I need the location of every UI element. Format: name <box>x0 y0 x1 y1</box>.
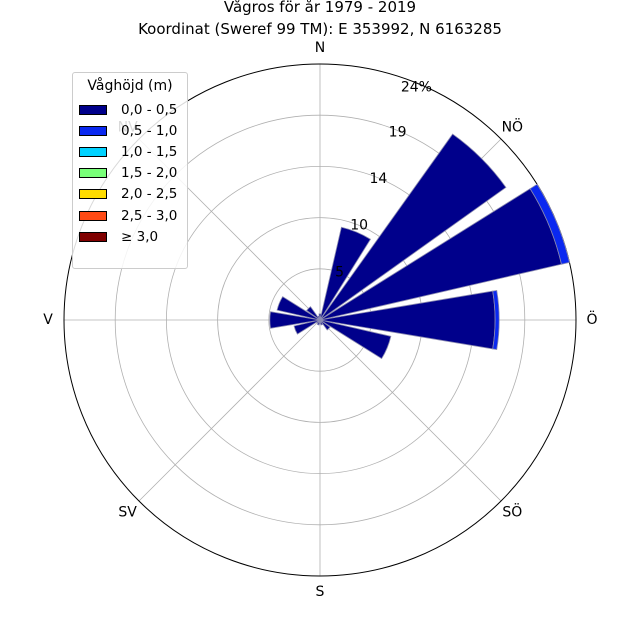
radial-tick-labels: 5 10 14 19 24% <box>335 79 432 280</box>
chart-title: Vågros för år 1979 - 2019 <box>224 0 416 16</box>
radial-tick-label: 14 <box>369 171 387 187</box>
legend-item: ≥ 3,0 <box>79 226 181 247</box>
legend-item: 1,0 - 1,5 <box>79 141 181 162</box>
rose-bar <box>319 133 507 321</box>
rose-bar <box>317 315 321 321</box>
radial-tick-label: 5 <box>335 265 344 281</box>
legend-item: 2,0 - 2,5 <box>79 184 181 205</box>
rose-bar <box>276 296 321 321</box>
grid-spoke <box>138 319 321 502</box>
legend: Våghöjd (m) 0,0 - 0,5 0,5 - 1,0 1,0 - 1,5 1… <box>72 72 188 269</box>
direction-label: N <box>315 40 325 56</box>
direction-label: S <box>316 584 325 600</box>
rose-bar <box>529 183 570 265</box>
legend-swatch <box>79 189 107 200</box>
legend-swatch <box>79 104 107 115</box>
rose-bar <box>306 306 321 321</box>
radial-tick-label: 24% <box>401 79 432 95</box>
legend-label: 1,0 - 1,5 <box>121 143 178 160</box>
legend-item: 2,5 - 3,0 <box>79 205 181 226</box>
legend-item: 0,0 - 0,5 <box>79 99 181 120</box>
legend-label: 0,5 - 1,0 <box>121 122 178 139</box>
rose-bar <box>319 226 372 321</box>
rose-bar <box>293 319 321 335</box>
legend-item: 0,5 - 1,0 <box>79 120 181 141</box>
chart-subtitle: Koordinat (Sweref 99 TM): E 353992, N 61… <box>138 20 502 38</box>
direction-label: Ö <box>586 310 597 328</box>
legend-swatch <box>79 146 107 157</box>
legend-swatch <box>79 125 107 136</box>
rose-bar <box>319 319 324 326</box>
grid-spoke <box>319 319 502 502</box>
legend-label: 1,5 - 2,0 <box>121 165 178 182</box>
legend-item: 1,5 - 2,0 <box>79 163 181 184</box>
legend-swatch <box>79 210 107 221</box>
legend-swatch <box>79 231 107 242</box>
radial-tick-label: 10 <box>350 217 368 233</box>
legend-label: ≥ 3,0 <box>121 228 159 245</box>
rose-bars <box>269 133 570 360</box>
rose-bar <box>319 319 331 331</box>
legend-swatch <box>79 168 107 179</box>
direction-label: SÖ <box>502 502 522 520</box>
direction-label: SV <box>118 504 137 520</box>
outer-ring <box>63 63 577 577</box>
direction-label: NÖ <box>502 118 524 136</box>
rose-bar <box>492 289 500 351</box>
legend-title: Våghöjd (m) <box>87 78 173 94</box>
legend-label: 2,5 - 3,0 <box>121 207 178 224</box>
radial-tick-label: 19 <box>389 125 407 141</box>
rose-bar <box>269 311 321 329</box>
rose-bar <box>319 319 392 360</box>
legend-label: 2,0 - 2,5 <box>121 186 178 203</box>
legend-label: 0,0 - 0,5 <box>121 101 178 118</box>
direction-label: V <box>43 312 53 328</box>
